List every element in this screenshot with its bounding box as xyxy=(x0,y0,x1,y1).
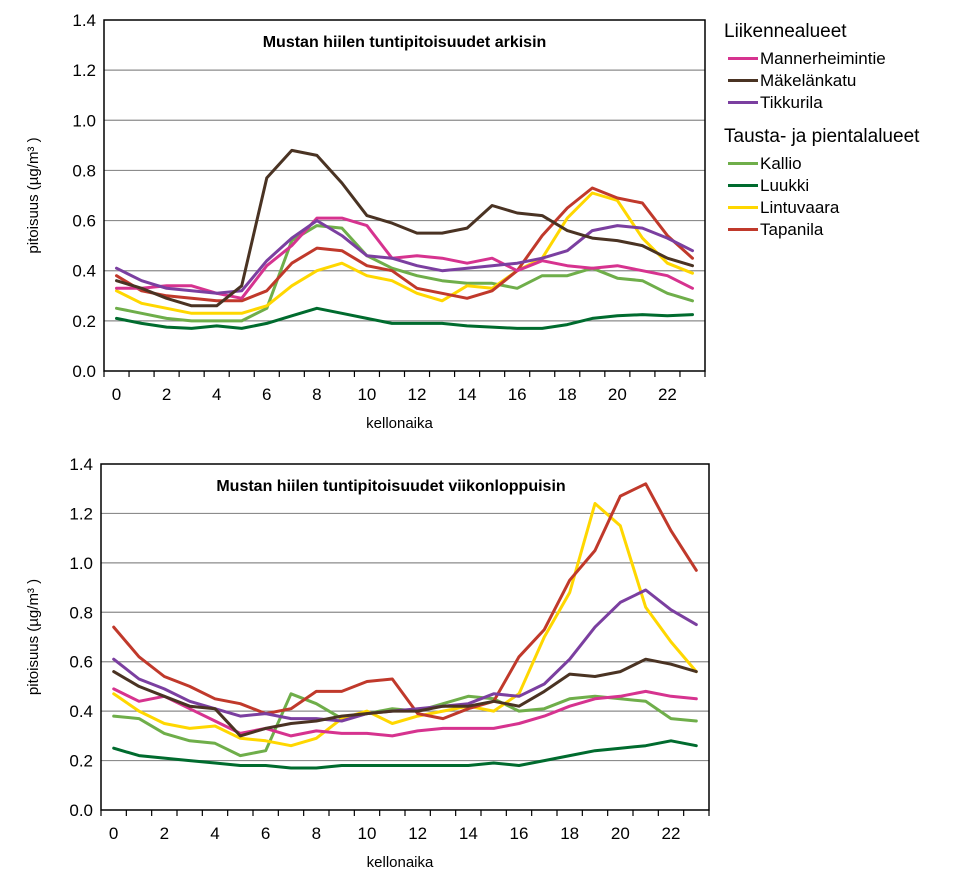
legend-line-icon xyxy=(728,183,758,187)
weekend-plot-frame xyxy=(100,463,710,811)
weekday-x-tick-label: 18 xyxy=(558,385,577,404)
legend-item: Mäkelänkatu xyxy=(724,69,919,91)
legend-label: Tikkurila xyxy=(760,92,823,112)
weekday-series xyxy=(115,148,694,330)
weekend-x-tick-label: 6 xyxy=(261,824,270,843)
weekday-series-tikkurila xyxy=(115,219,694,295)
weekend-x-axis-title: kellonaika xyxy=(367,854,434,871)
legend-line-icon xyxy=(728,78,758,82)
weekday-x-tick-label: 22 xyxy=(658,385,677,404)
weekday-x-tick-label: 6 xyxy=(262,385,271,404)
legend-group-traffic: Liikennealueet Mannerheimintie Mäkelänka… xyxy=(724,22,919,113)
weekday-x-tick-label: 20 xyxy=(608,385,627,404)
weekday-y-tick-label: 1.2 xyxy=(72,61,96,80)
legend-label: Lintuvaara xyxy=(760,197,840,217)
weekend-series-tikkurila xyxy=(112,588,698,723)
weekend-y-tick-label: 0.0 xyxy=(69,801,93,820)
weekend-x-tick-label: 10 xyxy=(358,824,377,843)
weekend-x-tick-label: 12 xyxy=(408,824,427,843)
weekday-y-axis-title: pitoisuus (µg/m³ ) xyxy=(25,137,42,253)
weekend-series xyxy=(112,482,698,770)
weekend-x-tick-label: 0 xyxy=(109,824,118,843)
weekend-series-lintuvaara xyxy=(112,502,698,748)
weekend-series-mannerheimintie xyxy=(112,687,698,738)
legend-item: Luukki xyxy=(724,174,919,196)
weekend-gridlines xyxy=(101,512,709,762)
legend-item: Tikkurila xyxy=(724,91,919,113)
legend-label: Luukki xyxy=(760,175,810,195)
weekday-y-tick-label: 0.4 xyxy=(72,262,96,281)
weekday-x-tick-label: 4 xyxy=(212,385,221,404)
legend-line-icon xyxy=(728,161,758,165)
legend-item: Lintuvaara xyxy=(724,196,919,218)
legend-item: Mannerheimintie xyxy=(724,47,919,69)
weekend-y-tick-label: 0.6 xyxy=(69,653,93,672)
weekend-y-tick-labels: 0.0 0.2 0.4 0.6 0.8 1.0 1.2 1.4 xyxy=(69,455,93,820)
weekday-gridlines xyxy=(104,69,705,322)
weekend-y-tick-label: 0.8 xyxy=(69,603,93,622)
weekend-x-tick-label: 2 xyxy=(160,824,169,843)
weekend-y-tick-label: 1.0 xyxy=(69,554,93,573)
weekday-y-tick-label: 1.4 xyxy=(72,11,96,30)
weekday-x-tick-label: 8 xyxy=(312,385,321,404)
legend-item: Tapanila xyxy=(724,218,919,240)
legend-label: Tapanila xyxy=(760,219,824,239)
weekday-y-tick-labels: 0.0 0.2 0.4 0.6 0.8 1.0 1.2 1.4 xyxy=(72,11,96,381)
weekend-x-tick-label: 4 xyxy=(210,824,219,843)
weekend-series-luukki xyxy=(112,739,698,770)
weekend-x-tick-label: 20 xyxy=(611,824,630,843)
weekday-x-tick-labels: 0 2 4 6 8 10 12 14 16 18 20 22 xyxy=(112,385,677,404)
weekend-x-tick-label: 16 xyxy=(510,824,529,843)
weekday-series-tapanila xyxy=(115,186,694,303)
weekend-y-axis-title: pitoisuus (µg/m³ ) xyxy=(25,579,42,695)
weekend-series-tapanila xyxy=(112,482,698,721)
legend: Liikennealueet Mannerheimintie Mäkelänka… xyxy=(724,22,919,240)
legend-heading-background: Tausta- ja pientalalueet xyxy=(724,126,920,147)
weekend-x-tick-label: 22 xyxy=(662,824,681,843)
weekday-x-tick-label: 0 xyxy=(112,385,121,404)
weekday-series-luukki xyxy=(115,306,694,330)
weekend-y-tick-label: 0.4 xyxy=(69,702,93,721)
weekday-series-kallio xyxy=(115,224,694,323)
weekend-x-tick-labels: 0 2 4 6 8 10 12 14 16 18 20 22 xyxy=(109,824,681,843)
weekend-y-tick-label: 1.4 xyxy=(69,455,93,474)
weekend-chart-title: Mustan hiilen tuntipitoisuudet viikonlop… xyxy=(216,478,565,495)
weekday-chart: 0.0 0.2 0.4 0.6 0.8 1.0 1.2 1.4 0 2 4 6 8 10 12 14 16 18… xyxy=(25,11,706,432)
legend-line-icon xyxy=(728,205,758,209)
weekday-x-tick-label: 14 xyxy=(458,385,477,404)
weekend-y-tick-label: 0.2 xyxy=(69,752,93,771)
weekday-x-tick-label: 16 xyxy=(508,385,527,404)
weekday-chart-title: Mustan hiilen tuntipitoisuudet arkisin xyxy=(263,34,547,51)
weekday-y-tick-label: 0.0 xyxy=(72,362,96,381)
weekday-x-ticks xyxy=(103,371,706,377)
legend-line-icon xyxy=(728,227,758,231)
legend-label: Kallio xyxy=(760,153,802,173)
weekday-x-tick-label: 12 xyxy=(408,385,427,404)
weekday-x-tick-label: 10 xyxy=(357,385,376,404)
weekday-series-makelankatu xyxy=(115,148,694,308)
weekend-x-ticks xyxy=(100,810,710,816)
weekend-y-tick-label: 1.2 xyxy=(69,504,93,523)
legend-label: Mäkelänkatu xyxy=(760,70,857,90)
legend-item: Kallio xyxy=(724,152,919,174)
weekend-x-tick-label: 14 xyxy=(459,824,478,843)
weekday-y-tick-label: 1.0 xyxy=(72,111,96,130)
weekday-y-tick-label: 0.2 xyxy=(72,312,96,331)
weekday-y-tick-label: 0.6 xyxy=(72,212,96,231)
weekday-series-lintuvaara xyxy=(115,191,694,315)
legend-line-icon xyxy=(728,100,758,104)
weekend-x-tick-label: 18 xyxy=(560,824,579,843)
weekday-x-axis-title: kellonaika xyxy=(366,415,433,432)
weekend-chart: 0.0 0.2 0.4 0.6 0.8 1.0 1.2 1.4 0 2 4 6 8 10 12 14 16 18… xyxy=(25,455,710,871)
weekday-x-tick-label: 2 xyxy=(162,385,171,404)
weekday-y-tick-label: 0.8 xyxy=(72,161,96,180)
legend-label: Mannerheimintie xyxy=(760,48,886,68)
weekend-x-tick-label: 8 xyxy=(312,824,321,843)
legend-line-icon xyxy=(728,56,758,60)
weekend-series-makelankatu xyxy=(112,657,698,738)
legend-group-background: Tausta- ja pientalalueet Kallio Luukki L… xyxy=(724,127,919,240)
legend-heading-traffic: Liikennealueet xyxy=(724,21,847,42)
